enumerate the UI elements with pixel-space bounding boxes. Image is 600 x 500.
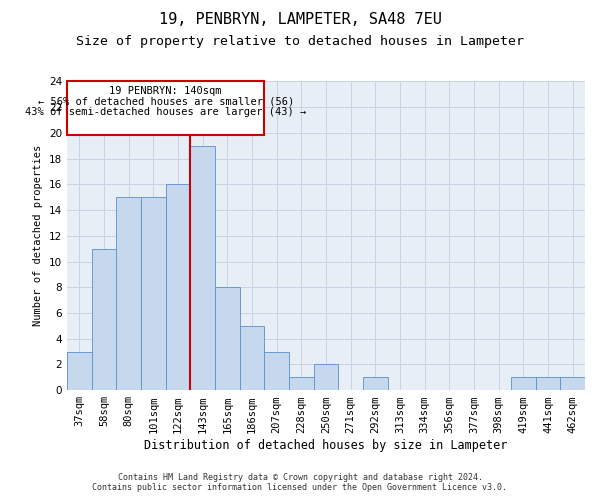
Bar [511, 378, 536, 390]
Bar [240, 326, 265, 390]
X-axis label: Distribution of detached houses by size in Lampeter: Distribution of detached houses by size … [145, 440, 508, 452]
Bar [166, 184, 190, 390]
Bar [536, 378, 560, 390]
Bar [363, 378, 388, 390]
Bar [560, 378, 585, 390]
Bar [215, 288, 240, 390]
Text: Contains HM Land Registry data © Crown copyright and database right 2024.
Contai: Contains HM Land Registry data © Crown c… [92, 473, 508, 492]
Bar [92, 248, 116, 390]
Bar [141, 198, 166, 390]
Bar [116, 198, 141, 390]
Bar [265, 352, 289, 390]
Bar [190, 146, 215, 390]
Y-axis label: Number of detached properties: Number of detached properties [34, 145, 43, 326]
Bar [314, 364, 338, 390]
Bar [67, 352, 92, 390]
Text: 43% of semi-detached houses are larger (43) →: 43% of semi-detached houses are larger (… [25, 107, 307, 117]
Text: 19 PENBRYN: 140sqm: 19 PENBRYN: 140sqm [109, 86, 222, 96]
Text: 19, PENBRYN, LAMPETER, SA48 7EU: 19, PENBRYN, LAMPETER, SA48 7EU [158, 12, 442, 28]
Text: ← 56% of detached houses are smaller (56): ← 56% of detached houses are smaller (56… [38, 96, 294, 106]
Bar [67, 82, 265, 135]
Text: Size of property relative to detached houses in Lampeter: Size of property relative to detached ho… [76, 35, 524, 48]
Bar [289, 378, 314, 390]
